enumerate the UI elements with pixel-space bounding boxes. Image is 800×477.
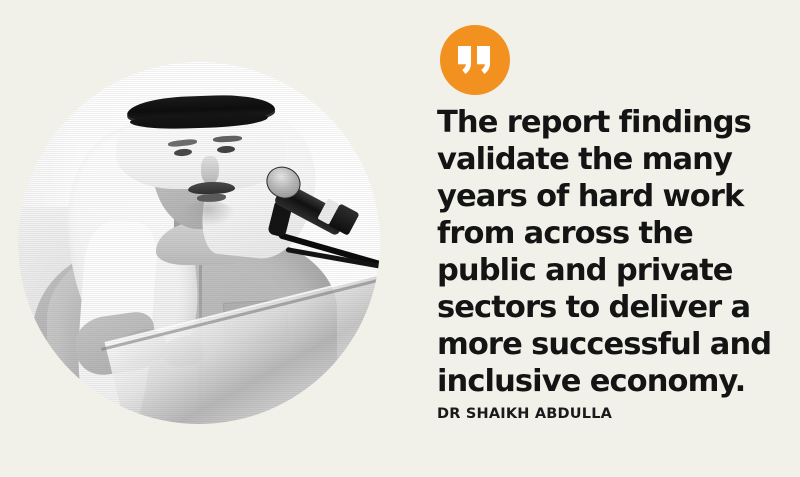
portrait-avatar — [18, 62, 380, 424]
quote-column: The report findings validate the many ye… — [437, 0, 785, 477]
portrait-nose — [200, 156, 219, 186]
quote-mark-icon — [458, 46, 492, 74]
quote-attribution: DR SHAIKH ABDULLA — [437, 406, 613, 422]
portrait-photo — [18, 62, 380, 424]
quote-text: The report findings validate the many ye… — [437, 105, 772, 399]
quote-mark-badge — [440, 25, 510, 95]
portrait-chin — [180, 201, 236, 227]
